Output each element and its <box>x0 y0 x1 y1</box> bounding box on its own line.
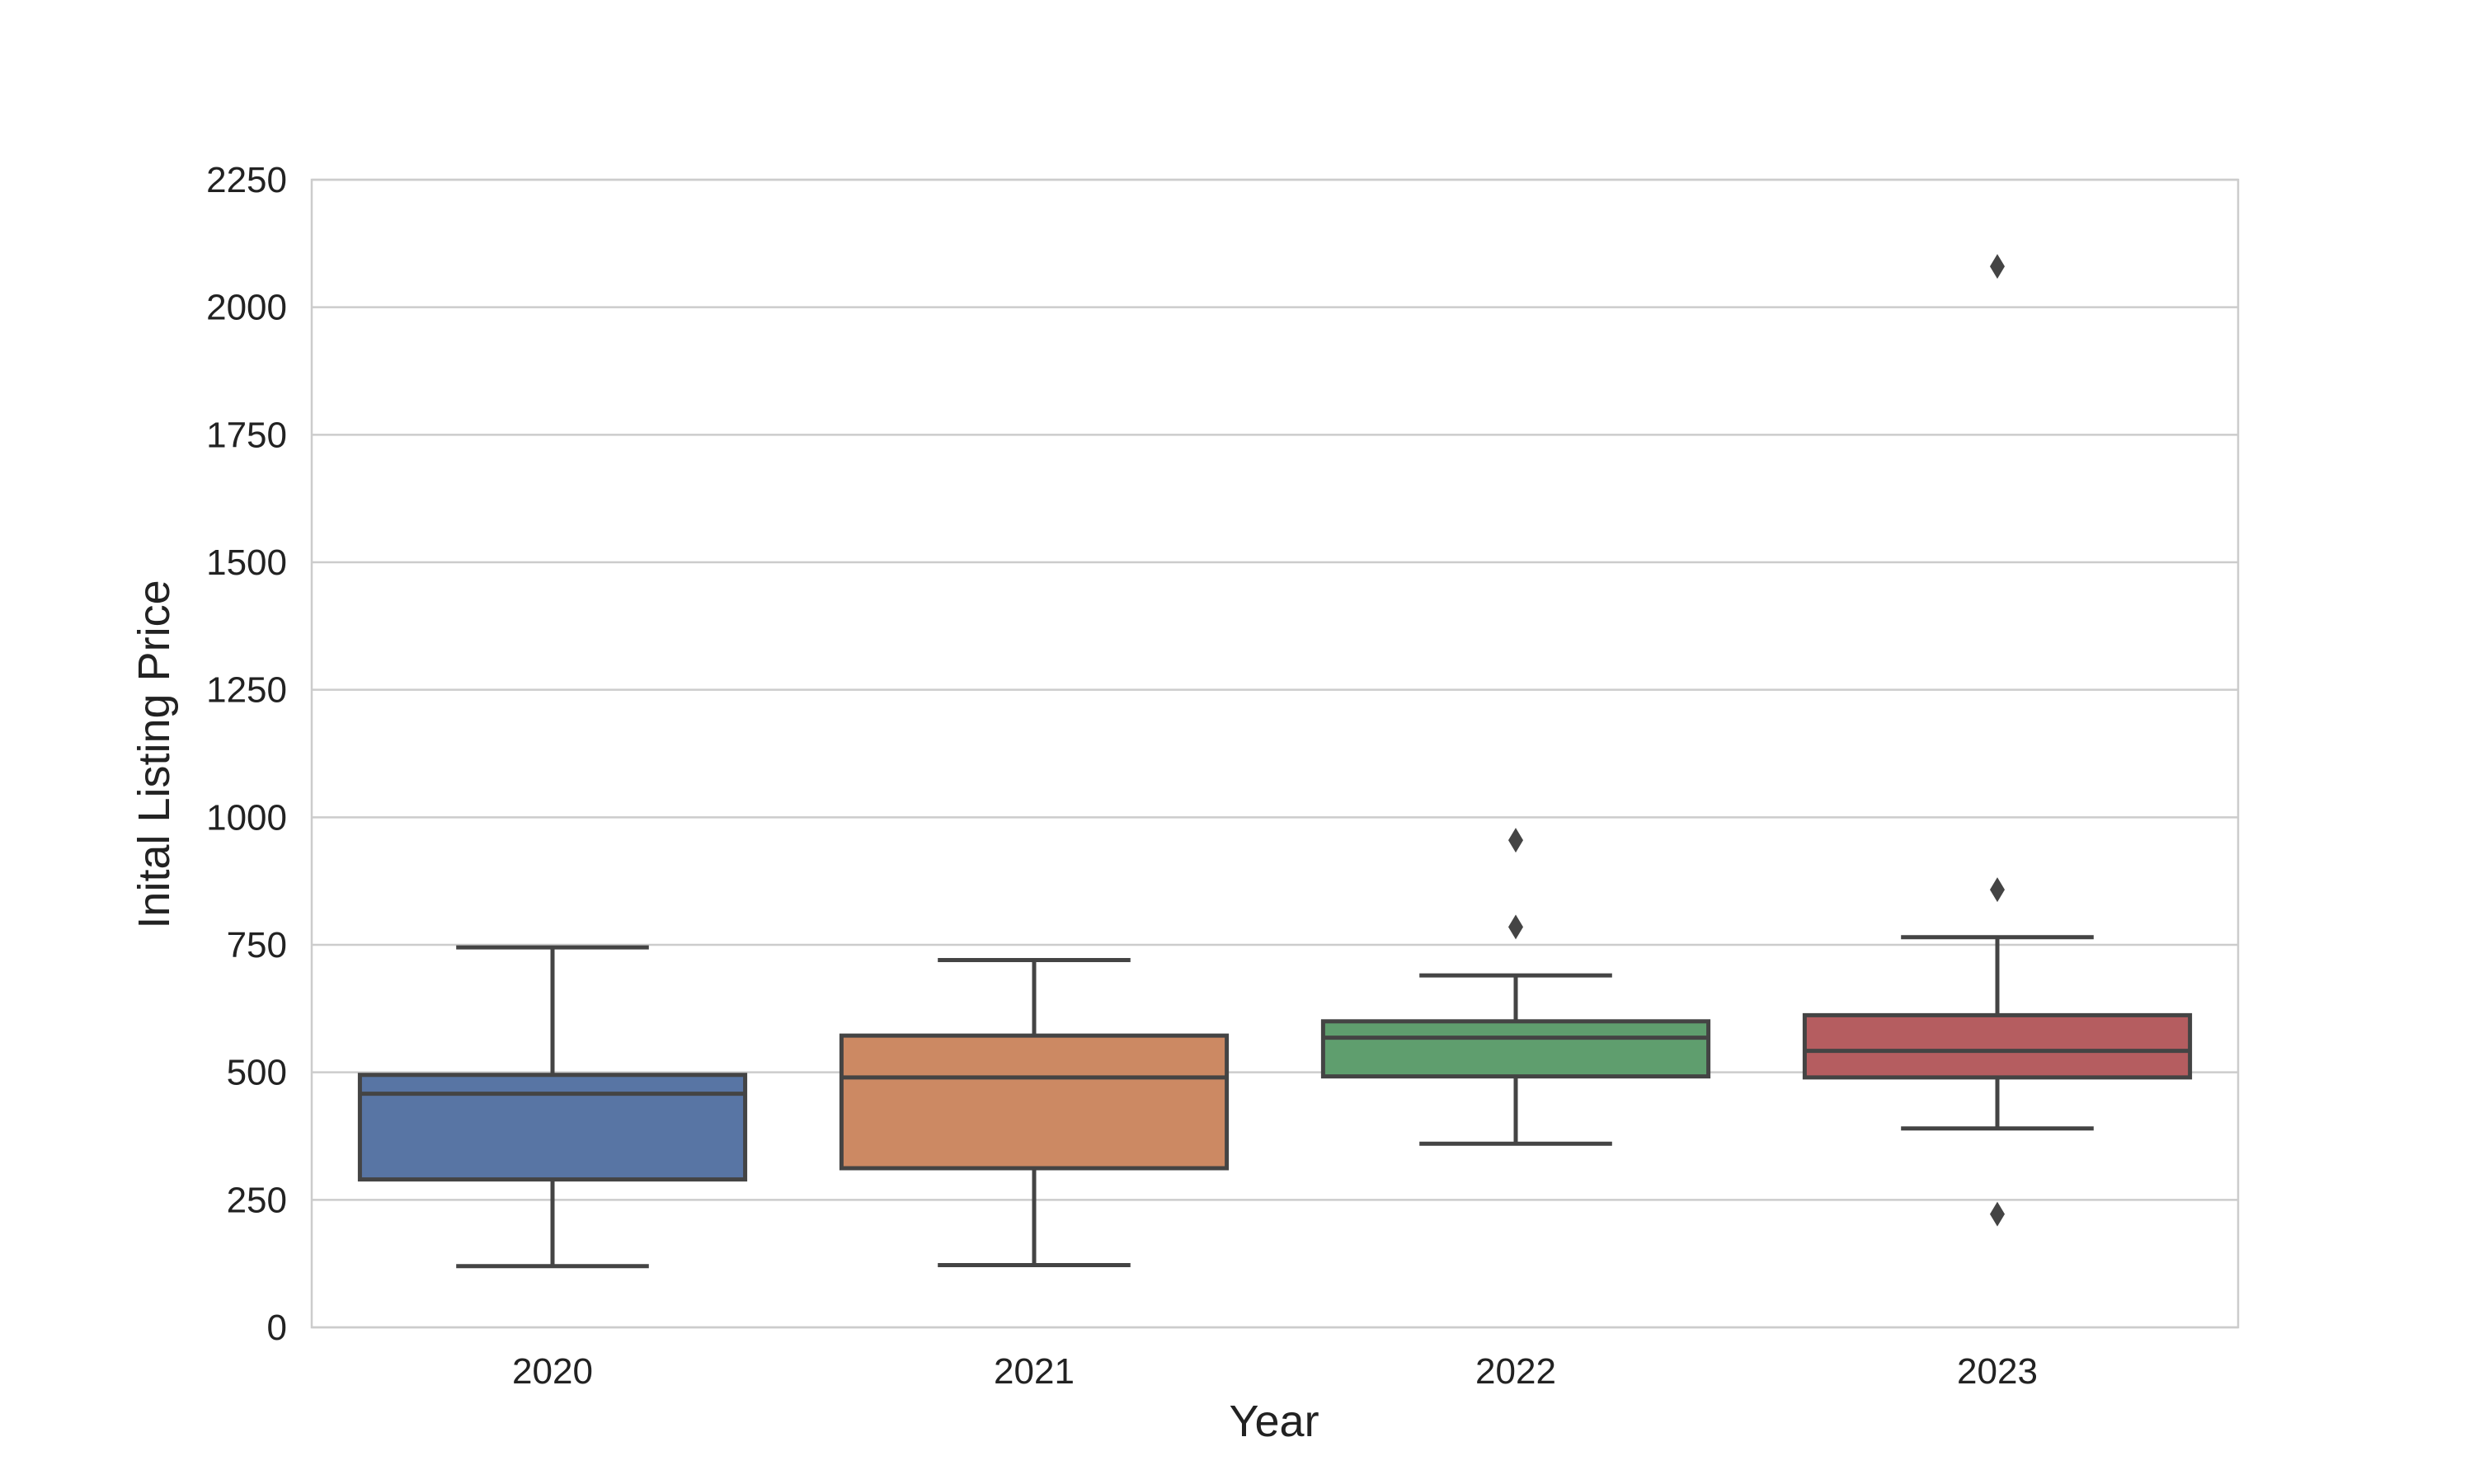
outlier-point <box>1990 1201 2005 1227</box>
x-axis-label: Year <box>1229 1397 1319 1446</box>
boxes <box>357 254 2193 1269</box>
iqr-box <box>1802 1012 2193 1080</box>
box-group-2023 <box>1802 254 2193 1227</box>
outlier-point <box>1508 914 1523 940</box>
y-tick-label: 1000 <box>206 797 287 838</box>
x-tick-label: 2020 <box>512 1351 593 1392</box>
x-tick-label: 2023 <box>1957 1351 2038 1392</box>
y-tick-label: 2250 <box>206 160 287 200</box>
outlier-point <box>1508 828 1523 853</box>
y-tick-label: 1500 <box>206 542 287 583</box>
y-tick-label: 500 <box>227 1053 287 1093</box>
box-group-2022 <box>1320 828 1711 1146</box>
y-tick-label: 2000 <box>206 288 287 328</box>
y-tick-label: 1250 <box>206 670 287 711</box>
y-tick-labels: 0 250 500 750 1000 1250 1500 1750 2000 2250 <box>206 160 287 1348</box>
outlier-point <box>1990 877 2005 903</box>
y-tick-label: 1750 <box>206 415 287 455</box>
x-tick-labels: 2020 2021 2022 2023 <box>512 1351 2038 1392</box>
x-tick-label: 2021 <box>994 1351 1075 1392</box>
y-tick-label: 750 <box>227 925 287 965</box>
box-group-2021 <box>839 958 1230 1268</box>
iqr-box <box>1320 1019 1711 1079</box>
y-tick-label: 0 <box>267 1308 287 1348</box>
box-group-2020 <box>357 945 748 1269</box>
iqr-box <box>357 1073 748 1182</box>
x-tick-label: 2022 <box>1475 1351 1556 1392</box>
y-tick-label: 250 <box>227 1180 287 1220</box>
outlier-point <box>1990 254 2005 279</box>
iqr-box <box>839 1033 1230 1171</box>
plot-frame <box>310 178 2240 1329</box>
y-axis-label: Inital Listing Price <box>129 580 179 928</box>
